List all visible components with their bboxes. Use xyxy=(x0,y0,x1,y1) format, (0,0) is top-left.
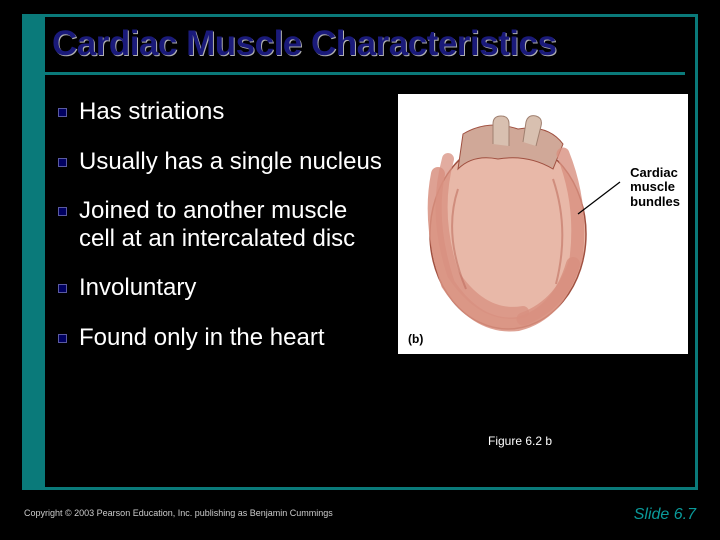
bullet-text: Usually has a single nucleus xyxy=(79,148,382,176)
list-item: Usually has a single nucleus xyxy=(58,148,388,176)
bullet-text: Has striations xyxy=(79,98,224,126)
bullet-list: Has striations Usually has a single nucl… xyxy=(58,98,388,374)
bullet-icon xyxy=(58,284,67,293)
heart-illustration xyxy=(398,94,688,354)
bullet-icon xyxy=(58,108,67,117)
list-item: Found only in the heart xyxy=(58,324,388,352)
bullet-text: Found only in the heart xyxy=(79,324,325,352)
list-item: Has striations xyxy=(58,98,388,126)
figure-caption: Figure 6.2 b xyxy=(488,434,552,448)
bullet-text: Involuntary xyxy=(79,274,196,302)
title-underline xyxy=(45,72,685,75)
slide-number: Slide 6.7 xyxy=(634,506,696,524)
bullet-text: Joined to another muscle cell at an inte… xyxy=(79,197,388,252)
bullet-icon xyxy=(58,158,67,167)
figure-callout: Cardiac muscle bundles xyxy=(630,166,680,209)
accent-bar xyxy=(25,17,45,487)
slide-title: Cardiac Muscle Characteristics xyxy=(52,24,556,64)
figure-heart: Cardiac muscle bundles (b) xyxy=(398,94,688,354)
figure-sublabel: (b) xyxy=(408,332,423,346)
copyright-text: Copyright © 2003 Pearson Education, Inc.… xyxy=(24,508,333,518)
list-item: Joined to another muscle cell at an inte… xyxy=(58,197,388,252)
bullet-icon xyxy=(58,334,67,343)
bullet-icon xyxy=(58,207,67,216)
list-item: Involuntary xyxy=(58,274,388,302)
